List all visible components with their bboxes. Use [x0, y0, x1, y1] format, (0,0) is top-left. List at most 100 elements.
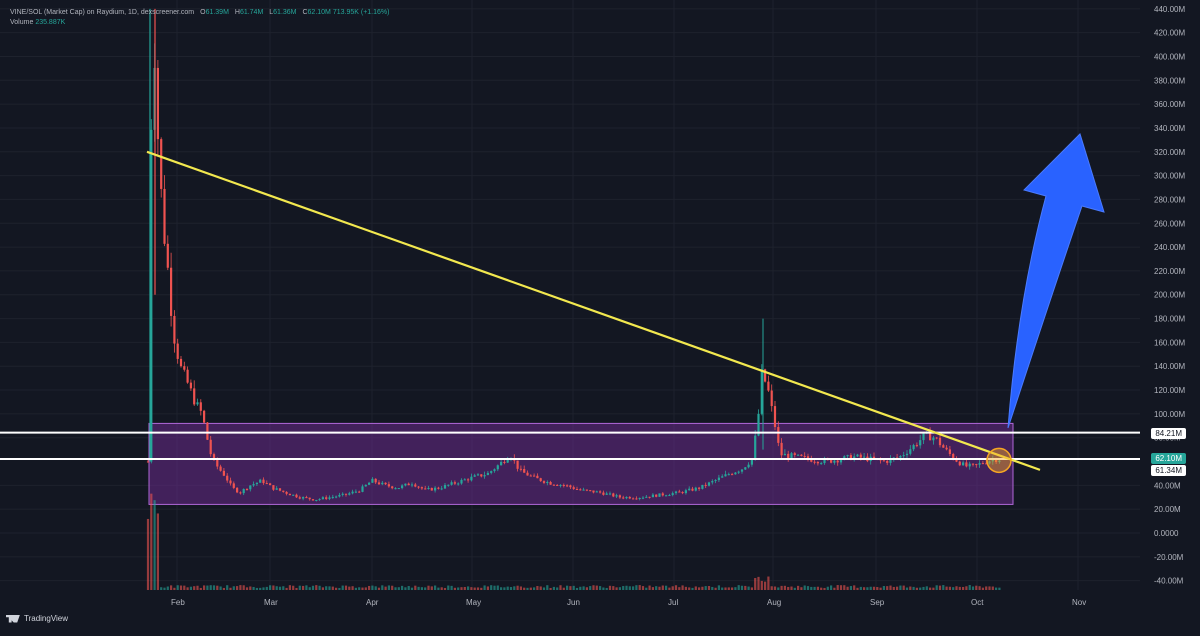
volume-bar	[255, 587, 258, 590]
volume-bar	[348, 586, 351, 590]
volume-bar	[496, 585, 499, 590]
volume-bar	[321, 587, 324, 590]
candle-body	[189, 382, 192, 389]
candle-body	[569, 485, 572, 488]
volume-bar	[896, 586, 899, 590]
candle-body	[797, 454, 800, 456]
ohlc-high-key: H	[234, 9, 240, 16]
tradingview-logo[interactable]: TradingView	[6, 614, 68, 623]
price-axis-label: 340.00M	[1154, 124, 1185, 133]
volume-bar	[282, 586, 285, 590]
candle-body	[146, 461, 150, 463]
volume-bar	[823, 587, 826, 590]
candle-body	[929, 432, 932, 441]
volume-bar	[447, 585, 450, 590]
volume-bar	[747, 586, 750, 590]
volume-bar	[463, 586, 466, 590]
volume-bar	[526, 587, 529, 590]
candle-body	[539, 478, 542, 482]
candle-body	[991, 459, 994, 462]
time-axis-label: Mar	[264, 598, 278, 607]
candle-body	[717, 477, 720, 481]
candle-body	[628, 497, 631, 499]
candle-body	[995, 459, 998, 463]
candle-body	[872, 456, 876, 459]
volume-bar	[632, 586, 635, 590]
volume-bar	[694, 586, 697, 590]
candle-body	[173, 315, 176, 344]
candle-body	[536, 475, 539, 479]
candle-body	[381, 482, 384, 485]
volume-bar	[556, 587, 559, 590]
candle-body	[559, 484, 562, 486]
volume-bar	[156, 513, 159, 590]
candle-body	[196, 402, 199, 405]
volume-bar	[437, 587, 440, 590]
candle-body	[645, 496, 648, 498]
price-axis-label: 400.00M	[1154, 52, 1185, 61]
volume-bar	[262, 587, 265, 590]
volume-bar	[787, 586, 790, 590]
volume-bar	[985, 586, 988, 590]
candle-body	[998, 460, 1001, 463]
candle-body	[170, 267, 173, 316]
volume-bar	[717, 585, 720, 590]
volume-bar	[216, 585, 219, 590]
candle-body	[625, 497, 628, 499]
candle-body	[424, 488, 427, 490]
volume-bar	[394, 587, 397, 590]
candle-body	[427, 488, 430, 490]
candle-body	[219, 466, 222, 471]
candle-body	[288, 493, 291, 496]
volume-bar	[628, 586, 631, 590]
time-axis-label: Oct	[971, 598, 984, 607]
candle-body	[681, 492, 684, 494]
volume-bar	[424, 587, 427, 590]
volume-bar	[688, 587, 691, 590]
volume-bar	[232, 586, 235, 590]
candle-body	[252, 484, 255, 486]
volume-bar	[754, 578, 757, 590]
candle-body	[948, 449, 951, 455]
volume-bar	[206, 585, 209, 590]
candle-body	[259, 479, 262, 483]
candle-body	[767, 381, 770, 391]
candle-body	[731, 474, 734, 476]
volume-bar	[397, 587, 400, 590]
volume-bar	[252, 586, 255, 590]
volume-bar	[740, 585, 744, 590]
volume-bar	[539, 586, 542, 590]
candle-body	[490, 471, 493, 473]
candle-body	[674, 491, 678, 494]
volume-bar	[797, 585, 800, 590]
ohlc-low-key: L	[269, 9, 274, 16]
candle-body	[721, 476, 724, 478]
volume-bar	[846, 586, 849, 590]
volume-bar	[453, 587, 456, 590]
candle-body	[476, 474, 480, 476]
candle-body	[919, 440, 922, 446]
candle-body	[859, 454, 862, 458]
candle-body	[849, 455, 852, 461]
volume-bar	[160, 587, 163, 590]
candle-body	[698, 487, 701, 489]
candle-body	[440, 488, 443, 490]
volume-bar	[239, 585, 242, 590]
volume-bar	[236, 586, 239, 590]
time-axis-label: Jun	[567, 598, 580, 607]
volume-bar	[222, 587, 225, 590]
volume-bar	[285, 587, 288, 590]
volume-bar	[773, 586, 777, 590]
volume-bar	[767, 576, 770, 590]
candle-body	[483, 475, 486, 477]
volume-bar	[605, 587, 608, 590]
candle-body	[305, 497, 308, 499]
volume-bar	[562, 587, 565, 590]
tradingview-logo-icon	[6, 614, 20, 623]
volume-bar	[186, 587, 189, 590]
volume-bar	[714, 587, 717, 590]
candle-body	[417, 486, 420, 488]
candle-body	[968, 463, 971, 467]
